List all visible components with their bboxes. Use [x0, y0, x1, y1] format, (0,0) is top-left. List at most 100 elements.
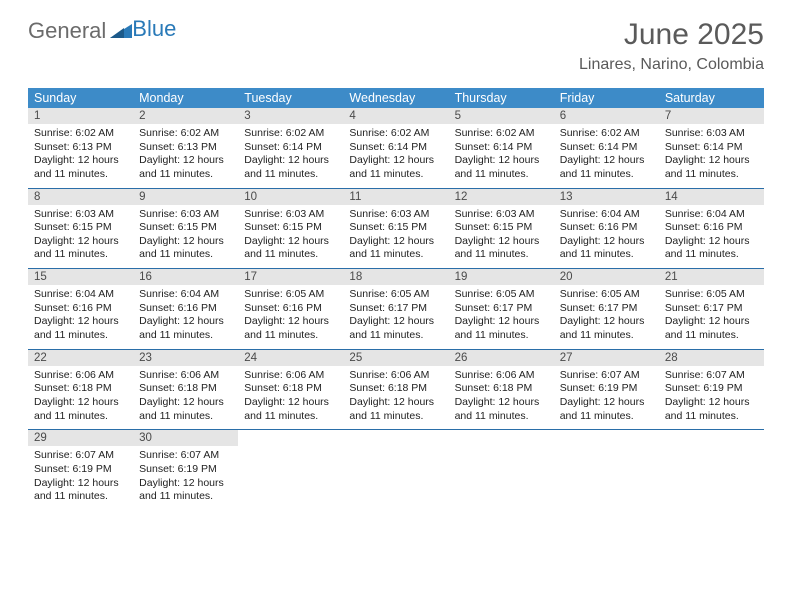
weekday-monday: Monday [133, 88, 238, 108]
day-body: Sunrise: 6:05 AMSunset: 6:16 PMDaylight:… [238, 285, 343, 349]
calendar-week: 8Sunrise: 6:03 AMSunset: 6:15 PMDaylight… [28, 189, 764, 270]
day-body: Sunrise: 6:05 AMSunset: 6:17 PMDaylight:… [554, 285, 659, 349]
calendar-day: 9Sunrise: 6:03 AMSunset: 6:15 PMDaylight… [133, 189, 238, 269]
sunset-text: Sunset: 6:19 PM [34, 463, 127, 477]
daylight-text: Daylight: 12 hours and 11 minutes. [560, 154, 653, 181]
daylight-text: Daylight: 12 hours and 11 minutes. [560, 235, 653, 262]
sunrise-text: Sunrise: 6:02 AM [560, 127, 653, 141]
day-number: 24 [238, 350, 343, 366]
sunset-text: Sunset: 6:14 PM [244, 141, 337, 155]
weekday-wednesday: Wednesday [343, 88, 448, 108]
daylight-text: Daylight: 12 hours and 11 minutes. [244, 315, 337, 342]
sunset-text: Sunset: 6:15 PM [34, 221, 127, 235]
calendar-day: 15Sunrise: 6:04 AMSunset: 6:16 PMDayligh… [28, 269, 133, 349]
sunrise-text: Sunrise: 6:05 AM [665, 288, 758, 302]
sunset-text: Sunset: 6:18 PM [139, 382, 232, 396]
day-number: 20 [554, 269, 659, 285]
day-number: 3 [238, 108, 343, 124]
calendar-day: 2Sunrise: 6:02 AMSunset: 6:13 PMDaylight… [133, 108, 238, 188]
calendar-day: 18Sunrise: 6:05 AMSunset: 6:17 PMDayligh… [343, 269, 448, 349]
daylight-text: Daylight: 12 hours and 11 minutes. [455, 396, 548, 423]
daylight-text: Daylight: 12 hours and 11 minutes. [665, 396, 758, 423]
calendar-day: 27Sunrise: 6:07 AMSunset: 6:19 PMDayligh… [554, 350, 659, 430]
sunrise-text: Sunrise: 6:02 AM [244, 127, 337, 141]
daylight-text: Daylight: 12 hours and 11 minutes. [244, 235, 337, 262]
daylight-text: Daylight: 12 hours and 11 minutes. [455, 315, 548, 342]
sunrise-text: Sunrise: 6:04 AM [139, 288, 232, 302]
sunrise-text: Sunrise: 6:03 AM [244, 208, 337, 222]
day-body: Sunrise: 6:03 AMSunset: 6:14 PMDaylight:… [659, 124, 764, 188]
day-number: 6 [554, 108, 659, 124]
sunset-text: Sunset: 6:15 PM [349, 221, 442, 235]
sunset-text: Sunset: 6:17 PM [560, 302, 653, 316]
calendar-day: 23Sunrise: 6:06 AMSunset: 6:18 PMDayligh… [133, 350, 238, 430]
weekday-saturday: Saturday [659, 88, 764, 108]
calendar-day: 10Sunrise: 6:03 AMSunset: 6:15 PMDayligh… [238, 189, 343, 269]
weekday-thursday: Thursday [449, 88, 554, 108]
daylight-text: Daylight: 12 hours and 11 minutes. [34, 477, 127, 504]
sunrise-text: Sunrise: 6:03 AM [34, 208, 127, 222]
sunrise-text: Sunrise: 6:06 AM [349, 369, 442, 383]
calendar-day: 8Sunrise: 6:03 AMSunset: 6:15 PMDaylight… [28, 189, 133, 269]
day-number: 27 [554, 350, 659, 366]
header: General Blue June 2025 Linares, Narino, … [0, 0, 792, 80]
daylight-text: Daylight: 12 hours and 11 minutes. [244, 154, 337, 181]
daylight-text: Daylight: 12 hours and 11 minutes. [244, 396, 337, 423]
daylight-text: Daylight: 12 hours and 11 minutes. [665, 235, 758, 262]
sunset-text: Sunset: 6:16 PM [139, 302, 232, 316]
sunset-text: Sunset: 6:19 PM [560, 382, 653, 396]
calendar-day: 13Sunrise: 6:04 AMSunset: 6:16 PMDayligh… [554, 189, 659, 269]
daylight-text: Daylight: 12 hours and 11 minutes. [34, 154, 127, 181]
day-body: Sunrise: 6:04 AMSunset: 6:16 PMDaylight:… [659, 205, 764, 269]
logo-triangle-icon [110, 18, 132, 44]
sunset-text: Sunset: 6:14 PM [665, 141, 758, 155]
weekday-friday: Friday [554, 88, 659, 108]
day-number: 12 [449, 189, 554, 205]
day-number: 10 [238, 189, 343, 205]
sunset-text: Sunset: 6:13 PM [139, 141, 232, 155]
day-body: Sunrise: 6:06 AMSunset: 6:18 PMDaylight:… [343, 366, 448, 430]
sunset-text: Sunset: 6:18 PM [244, 382, 337, 396]
sunrise-text: Sunrise: 6:03 AM [455, 208, 548, 222]
day-body: Sunrise: 6:07 AMSunset: 6:19 PMDaylight:… [554, 366, 659, 430]
weekday-tuesday: Tuesday [238, 88, 343, 108]
weekday-header-row: Sunday Monday Tuesday Wednesday Thursday… [28, 88, 764, 108]
day-body: Sunrise: 6:03 AMSunset: 6:15 PMDaylight:… [28, 205, 133, 269]
day-body: Sunrise: 6:06 AMSunset: 6:18 PMDaylight:… [28, 366, 133, 430]
sunrise-text: Sunrise: 6:03 AM [665, 127, 758, 141]
day-body: Sunrise: 6:04 AMSunset: 6:16 PMDaylight:… [133, 285, 238, 349]
calendar-week: 22Sunrise: 6:06 AMSunset: 6:18 PMDayligh… [28, 350, 764, 431]
calendar-day: 16Sunrise: 6:04 AMSunset: 6:16 PMDayligh… [133, 269, 238, 349]
calendar-day: 6Sunrise: 6:02 AMSunset: 6:14 PMDaylight… [554, 108, 659, 188]
sunset-text: Sunset: 6:16 PM [244, 302, 337, 316]
sunset-text: Sunset: 6:18 PM [34, 382, 127, 396]
sunset-text: Sunset: 6:16 PM [560, 221, 653, 235]
calendar-weeks: 1Sunrise: 6:02 AMSunset: 6:13 PMDaylight… [28, 108, 764, 510]
sunset-text: Sunset: 6:17 PM [665, 302, 758, 316]
logo-text-2: Blue [132, 16, 176, 42]
day-number: 1 [28, 108, 133, 124]
sunrise-text: Sunrise: 6:06 AM [244, 369, 337, 383]
logo-text-1: General [28, 18, 106, 44]
day-body: Sunrise: 6:05 AMSunset: 6:17 PMDaylight:… [343, 285, 448, 349]
sunset-text: Sunset: 6:16 PM [665, 221, 758, 235]
calendar-day: 17Sunrise: 6:05 AMSunset: 6:16 PMDayligh… [238, 269, 343, 349]
day-body: Sunrise: 6:03 AMSunset: 6:15 PMDaylight:… [133, 205, 238, 269]
sunrise-text: Sunrise: 6:04 AM [34, 288, 127, 302]
daylight-text: Daylight: 12 hours and 11 minutes. [139, 396, 232, 423]
calendar-day: 29Sunrise: 6:07 AMSunset: 6:19 PMDayligh… [28, 430, 133, 510]
calendar-day: 19Sunrise: 6:05 AMSunset: 6:17 PMDayligh… [449, 269, 554, 349]
day-body: Sunrise: 6:02 AMSunset: 6:14 PMDaylight:… [343, 124, 448, 188]
day-body: Sunrise: 6:04 AMSunset: 6:16 PMDaylight:… [554, 205, 659, 269]
calendar-day [343, 430, 448, 510]
day-number: 7 [659, 108, 764, 124]
calendar-day: 5Sunrise: 6:02 AMSunset: 6:14 PMDaylight… [449, 108, 554, 188]
sunrise-text: Sunrise: 6:03 AM [349, 208, 442, 222]
sunset-text: Sunset: 6:13 PM [34, 141, 127, 155]
daylight-text: Daylight: 12 hours and 11 minutes. [139, 477, 232, 504]
calendar-day: 7Sunrise: 6:03 AMSunset: 6:14 PMDaylight… [659, 108, 764, 188]
day-body: Sunrise: 6:06 AMSunset: 6:18 PMDaylight:… [449, 366, 554, 430]
sunrise-text: Sunrise: 6:04 AM [665, 208, 758, 222]
daylight-text: Daylight: 12 hours and 11 minutes. [560, 315, 653, 342]
sunrise-text: Sunrise: 6:06 AM [34, 369, 127, 383]
